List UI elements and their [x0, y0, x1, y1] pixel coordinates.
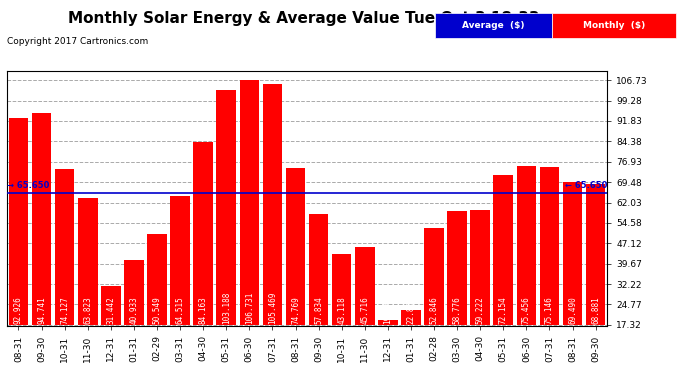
Text: Monthly Solar Energy & Average Value Tue Oct 3 18:33: Monthly Solar Energy & Average Value Tue…	[68, 11, 540, 26]
Bar	[217, 90, 236, 325]
Bar	[540, 166, 560, 325]
Bar	[493, 175, 513, 325]
Bar	[517, 166, 536, 325]
Bar	[586, 184, 605, 325]
Bar	[563, 182, 582, 325]
Bar	[239, 80, 259, 325]
Bar	[124, 260, 144, 325]
Text: 40.933: 40.933	[130, 296, 139, 324]
Bar	[55, 170, 75, 325]
Bar	[471, 210, 490, 325]
Text: 45.716: 45.716	[360, 296, 369, 324]
Bar	[378, 320, 397, 325]
Text: 22.805: 22.805	[406, 296, 415, 324]
Bar	[447, 211, 467, 325]
Bar	[170, 196, 190, 325]
Text: 94.741: 94.741	[37, 296, 46, 324]
Bar	[309, 214, 328, 325]
Bar	[32, 113, 51, 325]
Text: 72.154: 72.154	[499, 296, 508, 324]
Text: 103.188: 103.188	[221, 291, 230, 324]
Text: 74.769: 74.769	[291, 296, 300, 324]
Text: Copyright 2017 Cartronics.com: Copyright 2017 Cartronics.com	[7, 38, 148, 46]
Bar	[101, 286, 121, 325]
Text: Average  ($): Average ($)	[462, 21, 524, 30]
Text: → 65.650: → 65.650	[7, 182, 49, 190]
Text: 59.222: 59.222	[475, 296, 484, 324]
Bar	[286, 168, 305, 325]
Text: 75.456: 75.456	[522, 296, 531, 324]
Bar	[9, 118, 28, 325]
Text: 68.881: 68.881	[591, 296, 600, 324]
Text: 52.846: 52.846	[430, 296, 439, 324]
Bar	[424, 228, 444, 325]
Text: 75.146: 75.146	[545, 296, 554, 324]
Text: 63.823: 63.823	[83, 296, 92, 324]
Bar	[332, 254, 351, 325]
Text: 50.549: 50.549	[152, 296, 161, 324]
Text: 106.731: 106.731	[245, 291, 254, 324]
Text: 84.163: 84.163	[199, 296, 208, 324]
Text: 43.118: 43.118	[337, 296, 346, 324]
Bar	[355, 247, 375, 325]
Text: 105.469: 105.469	[268, 291, 277, 324]
Text: 31.442: 31.442	[106, 296, 115, 324]
Text: 57.834: 57.834	[314, 296, 323, 324]
Bar	[263, 84, 282, 325]
Bar	[193, 142, 213, 325]
Text: 64.515: 64.515	[175, 296, 184, 324]
Text: ← 65.650: ← 65.650	[565, 182, 607, 190]
Text: 58.776: 58.776	[453, 296, 462, 324]
Text: Monthly  ($): Monthly ($)	[583, 21, 645, 30]
Bar	[78, 198, 97, 325]
Bar	[147, 234, 167, 325]
Text: 69.490: 69.490	[568, 296, 577, 324]
Bar	[401, 310, 421, 325]
Text: 19.075: 19.075	[384, 296, 393, 324]
Text: 74.127: 74.127	[60, 296, 69, 324]
Text: 92.926: 92.926	[14, 296, 23, 324]
